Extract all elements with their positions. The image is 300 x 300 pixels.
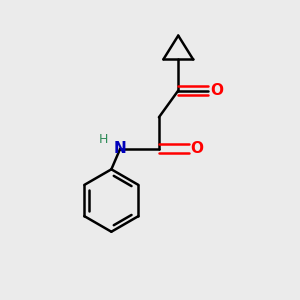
Text: O: O — [190, 141, 203, 156]
Text: O: O — [210, 83, 223, 98]
Text: H: H — [99, 133, 109, 146]
Text: N: N — [114, 141, 127, 156]
